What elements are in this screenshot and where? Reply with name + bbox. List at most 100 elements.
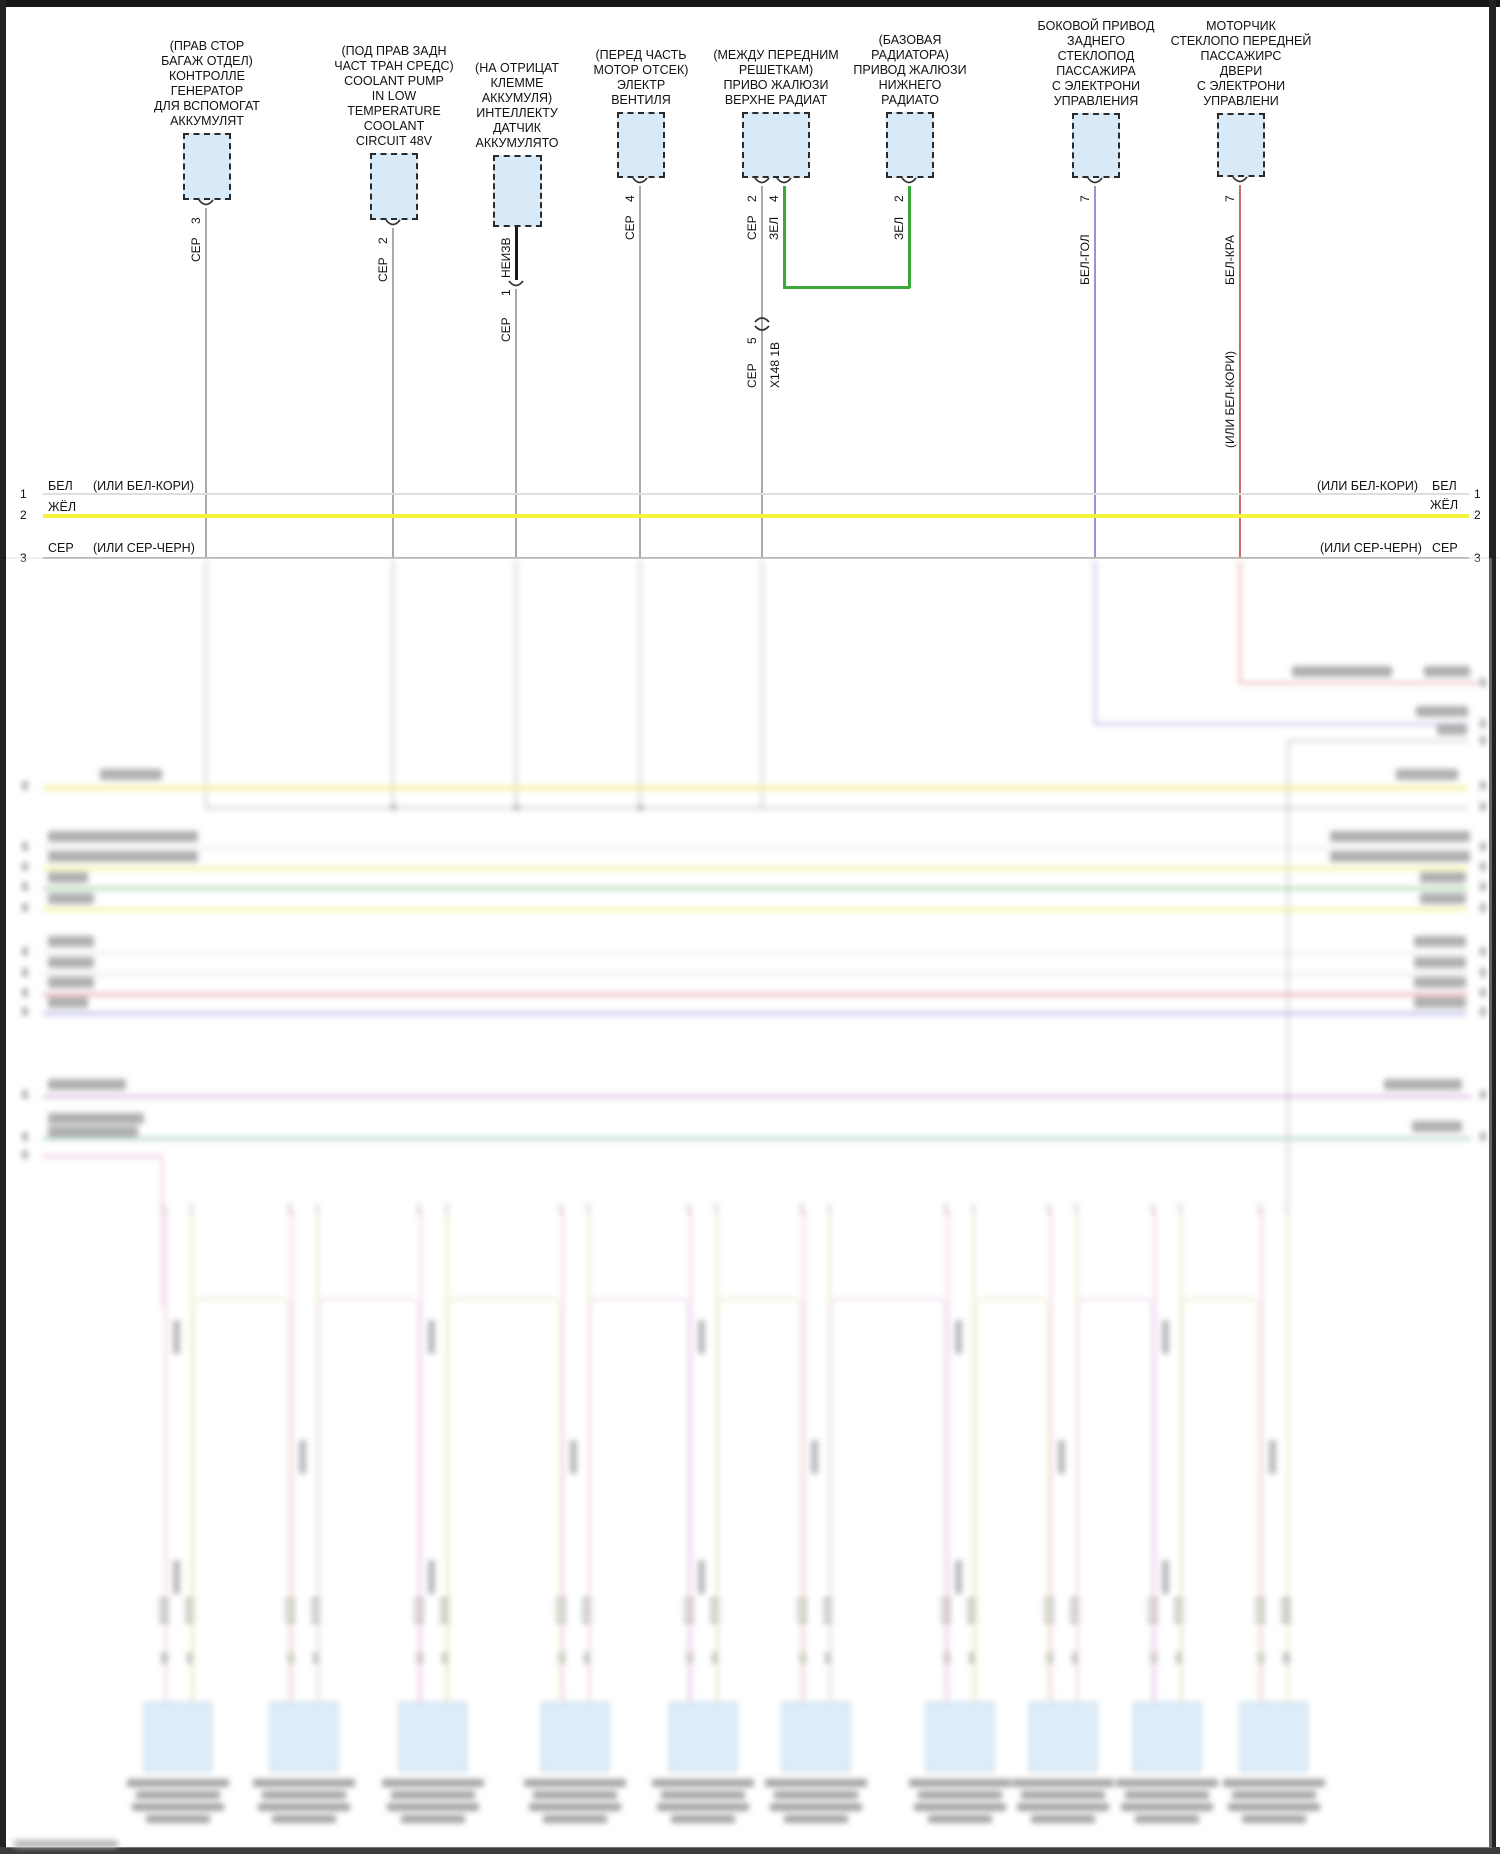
component-box-4[interactable] (617, 112, 665, 178)
blurred-wire (1255, 1612, 1265, 1616)
blurred-wire (684, 1612, 694, 1616)
blurred-text (48, 1113, 144, 1124)
blurred-wire (803, 1208, 805, 1702)
blurred-text (765, 1779, 867, 1787)
blurred-wire (1174, 1605, 1184, 1609)
component-box-7[interactable] (1072, 113, 1120, 178)
blurred-wire (288, 1203, 291, 1215)
blurred-text (48, 1079, 126, 1090)
blurred-text (416, 1652, 423, 1664)
pin-connector-icon (632, 177, 648, 184)
blurred-wire (1094, 560, 1096, 725)
blurred-text (22, 842, 28, 851)
blurred-text (811, 1440, 818, 1474)
pin-connector-icon (198, 199, 214, 206)
bus-label-right-2: ЖЁЛ (1430, 498, 1459, 512)
blurred-wire (782, 1702, 850, 1772)
blurred-text (22, 968, 28, 977)
blurred-text (1162, 1560, 1169, 1594)
blurred-text (543, 1815, 607, 1823)
blurred-wire (1029, 1702, 1097, 1772)
page-border-left (0, 0, 6, 1854)
blurred-text (918, 1791, 1002, 1799)
blurred-wire (1044, 1619, 1054, 1623)
blurred-wire (440, 1612, 450, 1616)
blurred-wire (941, 1612, 951, 1616)
blurred-wire (440, 1605, 450, 1609)
blurred-wire (159, 1612, 169, 1616)
blurred-wire (515, 560, 517, 810)
blurred-wire (797, 1598, 807, 1602)
blurred-wire (556, 1619, 566, 1623)
bus-num-right-1: 1 (1474, 487, 1481, 501)
blurred-text (48, 1126, 138, 1137)
pin-connector-icon (901, 177, 917, 184)
component-box-2[interactable] (370, 153, 418, 220)
blurred-text (253, 1779, 355, 1787)
component-box-8[interactable] (1217, 113, 1265, 177)
wire-gray-2 (392, 228, 394, 558)
blurred-wire (414, 1612, 424, 1616)
blurred-wire (1154, 1208, 1156, 1702)
wire-gray-5 (761, 186, 763, 558)
blurred-wire (1075, 1203, 1078, 1215)
blurred-wire (669, 1702, 737, 1772)
blurred-text (524, 1779, 626, 1787)
inline-connector-icon (754, 317, 770, 331)
blurred-text (1232, 1791, 1316, 1799)
blurred-wire (1148, 1605, 1158, 1609)
blurred-text (969, 1652, 976, 1664)
component-label-7: БОКОВОЙ ПРИВОД ЗАДНЕГО СТЕКЛОПОД ПАССАЖИ… (1037, 19, 1155, 108)
blurred-wire (1281, 1612, 1291, 1616)
blurred-text (48, 957, 94, 968)
blurred-text (146, 1815, 210, 1823)
blurred-wire (1255, 1598, 1265, 1602)
component-box-3[interactable] (493, 155, 542, 227)
component-box-5[interactable] (742, 112, 810, 178)
blurred-text (22, 1150, 28, 1159)
blurred-text (1021, 1791, 1105, 1799)
blurred-text (262, 1791, 346, 1799)
blurred-wire (43, 887, 1467, 890)
blurred-wire (1240, 1702, 1308, 1772)
blurred-wire (823, 1605, 833, 1609)
blurred-wire (447, 1298, 561, 1700)
bus-num-right-3: 3 (1474, 551, 1481, 565)
blurred-wire (513, 804, 520, 811)
blurred-text (1017, 1803, 1109, 1811)
component-box-1[interactable] (183, 133, 231, 200)
bus-alt-left-1: (ИЛИ БЕЛ-КОРИ) (93, 479, 195, 493)
blurred-wire (1255, 1619, 1265, 1623)
blurred-text (1412, 1121, 1462, 1132)
blurred-wire (185, 1612, 195, 1616)
bus-alt-left-3: (ИЛИ СЕР-ЧЕРН) (93, 541, 195, 555)
blurred-wire (941, 1598, 951, 1602)
blurred-text (928, 1815, 992, 1823)
blurred-wire (414, 1619, 424, 1623)
component-box-6[interactable] (886, 112, 934, 178)
blurred-text (173, 1320, 180, 1354)
pin-connector-icon (508, 280, 524, 287)
blurred-text (1480, 947, 1486, 956)
blurred-wire (1239, 560, 1241, 684)
blurred-wire (800, 1203, 803, 1215)
bus-num-left-1: 1 (20, 487, 27, 501)
blurred-wire (159, 1605, 169, 1609)
blurred-text (1228, 1803, 1320, 1811)
blurred-text (428, 1560, 435, 1594)
blurred-wire (43, 993, 1467, 996)
blurred-wire (1287, 740, 1289, 1297)
blurred-text (1116, 1779, 1218, 1787)
blurred-wire (1287, 1208, 1289, 1702)
blurred-text (1414, 936, 1466, 947)
blurred-text (1162, 1320, 1169, 1354)
blurred-wire (205, 807, 1468, 809)
blurred-wire (941, 1605, 951, 1609)
blurred-wire (947, 1208, 949, 1702)
blurred-wire (1179, 1203, 1182, 1215)
blurred-text (136, 1791, 220, 1799)
blurred-wire (944, 1203, 947, 1215)
blurred-wire (761, 560, 763, 810)
blurred-text (529, 1803, 621, 1811)
blurred-text (22, 1090, 28, 1099)
